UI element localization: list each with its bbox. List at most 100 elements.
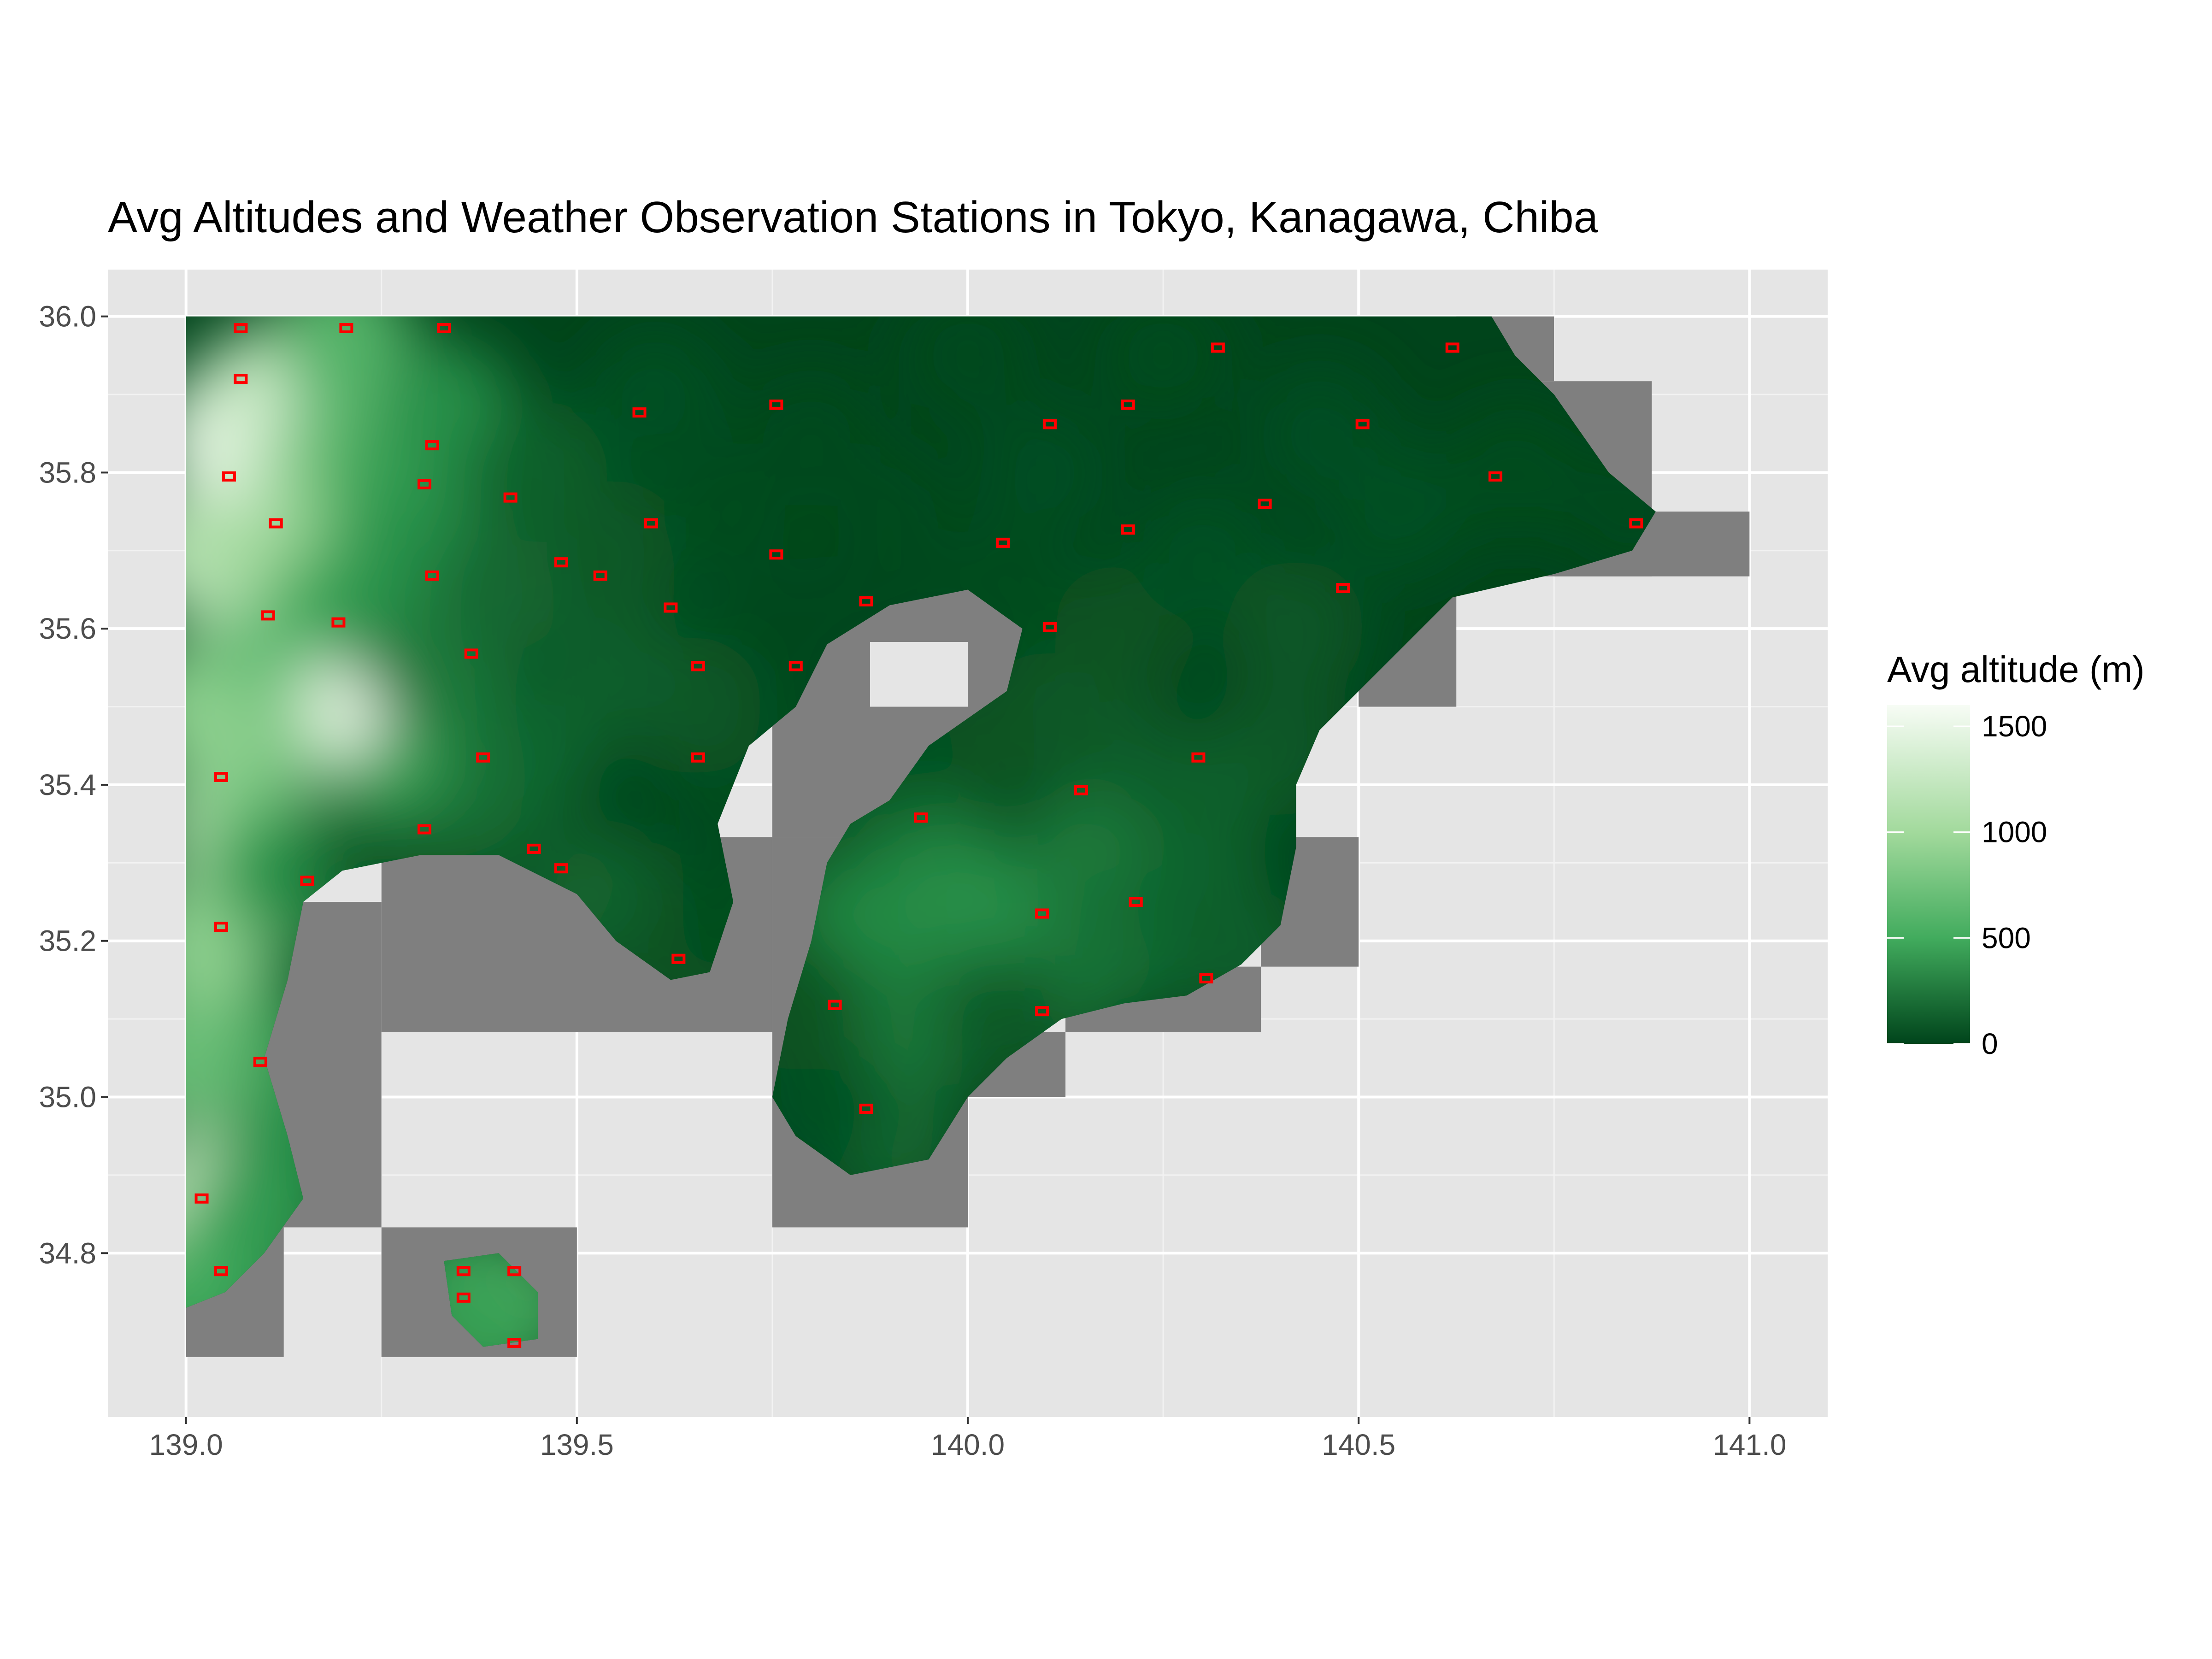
empty-cell (870, 641, 968, 707)
station-marker (1191, 752, 1206, 763)
station-marker (554, 557, 568, 568)
altitude-sample (1446, 403, 1584, 542)
station-marker (456, 1266, 471, 1277)
station-marker (1035, 1006, 1049, 1017)
station-marker (769, 549, 783, 560)
y-tick-label: 35.4 (39, 768, 96, 801)
y-axis: 34.8 35.0 35.2 35.4 35.6 35.8 36.0 (39, 300, 108, 1270)
station-marker (456, 1292, 471, 1303)
legend-title: Avg altitude (m) (1887, 649, 2145, 690)
station-marker (234, 323, 248, 334)
altitude-sample (429, 520, 568, 659)
station-marker (1043, 419, 1057, 429)
station-marker (425, 571, 439, 581)
station-marker (527, 843, 541, 854)
station-marker (1199, 973, 1213, 984)
station-marker (1043, 622, 1057, 632)
legend-tick-label: 500 (1982, 921, 2031, 954)
altitude-sample (1227, 559, 1365, 698)
empty-cells-layer (870, 641, 968, 707)
station-marker (644, 518, 658, 529)
station-marker (194, 1193, 209, 1204)
station-marker (671, 953, 686, 964)
y-tick-label: 35.0 (39, 1081, 96, 1114)
altitude-sample (547, 481, 685, 620)
station-marker (914, 812, 928, 823)
station-marker (1336, 583, 1350, 594)
x-tick-label: 141.0 (1712, 1428, 1786, 1461)
x-tick-label: 140.0 (931, 1428, 1005, 1461)
altitude-sample (820, 442, 959, 581)
altitude-sample (1133, 481, 1271, 620)
station-marker (464, 648, 478, 659)
station-marker (331, 617, 346, 628)
station-marker (1445, 342, 1459, 353)
station-marker (1035, 908, 1049, 919)
station-marker (632, 407, 647, 418)
station-marker (691, 661, 705, 671)
station-marker (1129, 897, 1143, 907)
legend-colorbar (1887, 705, 1970, 1044)
station-marker (1488, 471, 1503, 482)
station-marker (503, 492, 518, 503)
y-tick-label: 35.6 (39, 612, 96, 645)
station-marker (1074, 785, 1088, 795)
altitude-sample (1563, 442, 1656, 581)
chart-title: Avg Altitudes and Weather Observation St… (108, 193, 1599, 242)
station-marker (1121, 524, 1135, 535)
x-tick-label: 140.5 (1322, 1428, 1395, 1461)
station-marker (1629, 518, 1643, 529)
legend-ticks: 0 500 1000 1500 (1887, 710, 2047, 1060)
y-tick-label: 34.8 (39, 1236, 96, 1270)
station-marker (859, 596, 873, 606)
x-tick-label: 139.0 (149, 1428, 223, 1461)
station-marker (253, 1057, 267, 1067)
station-marker (418, 479, 432, 489)
altitude-sample (1329, 442, 1467, 581)
x-tick-label: 139.5 (540, 1428, 614, 1461)
station-marker (234, 374, 248, 384)
station-marker (339, 323, 353, 334)
altitude-sample (899, 316, 1037, 425)
legend: Avg altitude (m) 0 500 1000 1500 (1887, 649, 2145, 1060)
station-marker (554, 863, 568, 874)
station-marker (769, 400, 783, 410)
station-marker (300, 876, 314, 886)
altitude-sample (977, 403, 1115, 542)
station-marker (996, 537, 1010, 548)
station-marker (859, 1103, 873, 1114)
station-marker (788, 661, 803, 671)
station-marker (828, 1000, 842, 1010)
station-marker (214, 772, 228, 782)
station-marker (593, 571, 607, 581)
altitude-sample (1094, 316, 1233, 425)
station-marker (261, 610, 275, 621)
station-marker (476, 752, 490, 763)
x-axis: 139.0 139.5 140.0 140.5 141.0 (149, 1417, 1786, 1461)
station-marker (1258, 499, 1272, 509)
y-tick-label: 36.0 (39, 300, 96, 333)
altitude-sample (586, 325, 724, 464)
station-marker (269, 518, 283, 529)
altitude-sample (186, 988, 255, 1127)
station-marker (222, 471, 236, 482)
station-marker (214, 922, 228, 932)
station-marker (507, 1338, 522, 1348)
station-marker (418, 824, 432, 835)
legend-tick-label: 0 (1982, 1027, 1998, 1060)
station-marker (437, 323, 451, 334)
station-marker (425, 440, 439, 451)
legend-tick-label: 1000 (1982, 816, 2047, 849)
station-marker (664, 602, 678, 613)
station-marker (1121, 400, 1135, 410)
y-tick-label: 35.2 (39, 924, 96, 958)
y-tick-label: 35.8 (39, 456, 96, 489)
station-markers (194, 323, 1643, 1348)
station-marker (507, 1266, 522, 1277)
station-marker (1355, 419, 1370, 429)
legend-tick-label: 1500 (1982, 710, 2047, 743)
station-marker (1211, 342, 1225, 353)
station-marker (214, 1266, 228, 1277)
station-marker (691, 752, 705, 763)
